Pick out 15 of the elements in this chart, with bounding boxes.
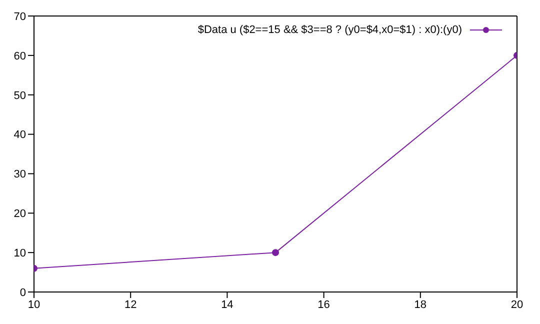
y-tick-label: 40 bbox=[14, 129, 26, 142]
x-tick-label: 18 bbox=[414, 298, 427, 311]
y-tick-label: 30 bbox=[14, 168, 26, 181]
x-tick-label: 20 bbox=[510, 298, 524, 311]
y-tick-label: 60 bbox=[14, 50, 26, 62]
y-tick-label: 50 bbox=[14, 90, 26, 102]
y-tick-label: 20 bbox=[14, 208, 26, 220]
x-tick-label: 10 bbox=[28, 298, 40, 311]
y-tick-label: 10 bbox=[14, 247, 26, 260]
y-tick-label: 70 bbox=[14, 10, 26, 23]
x-tick-label: 12 bbox=[124, 298, 137, 311]
x-tick-label: 14 bbox=[221, 298, 234, 311]
legend-label: $Data u ($2==15 && $3==8 ? (y0=$4,x0=$1) : x0):(y0) bbox=[198, 24, 462, 36]
x-tick-label: 16 bbox=[318, 298, 330, 311]
y-tick-label: 0 bbox=[20, 286, 26, 299]
